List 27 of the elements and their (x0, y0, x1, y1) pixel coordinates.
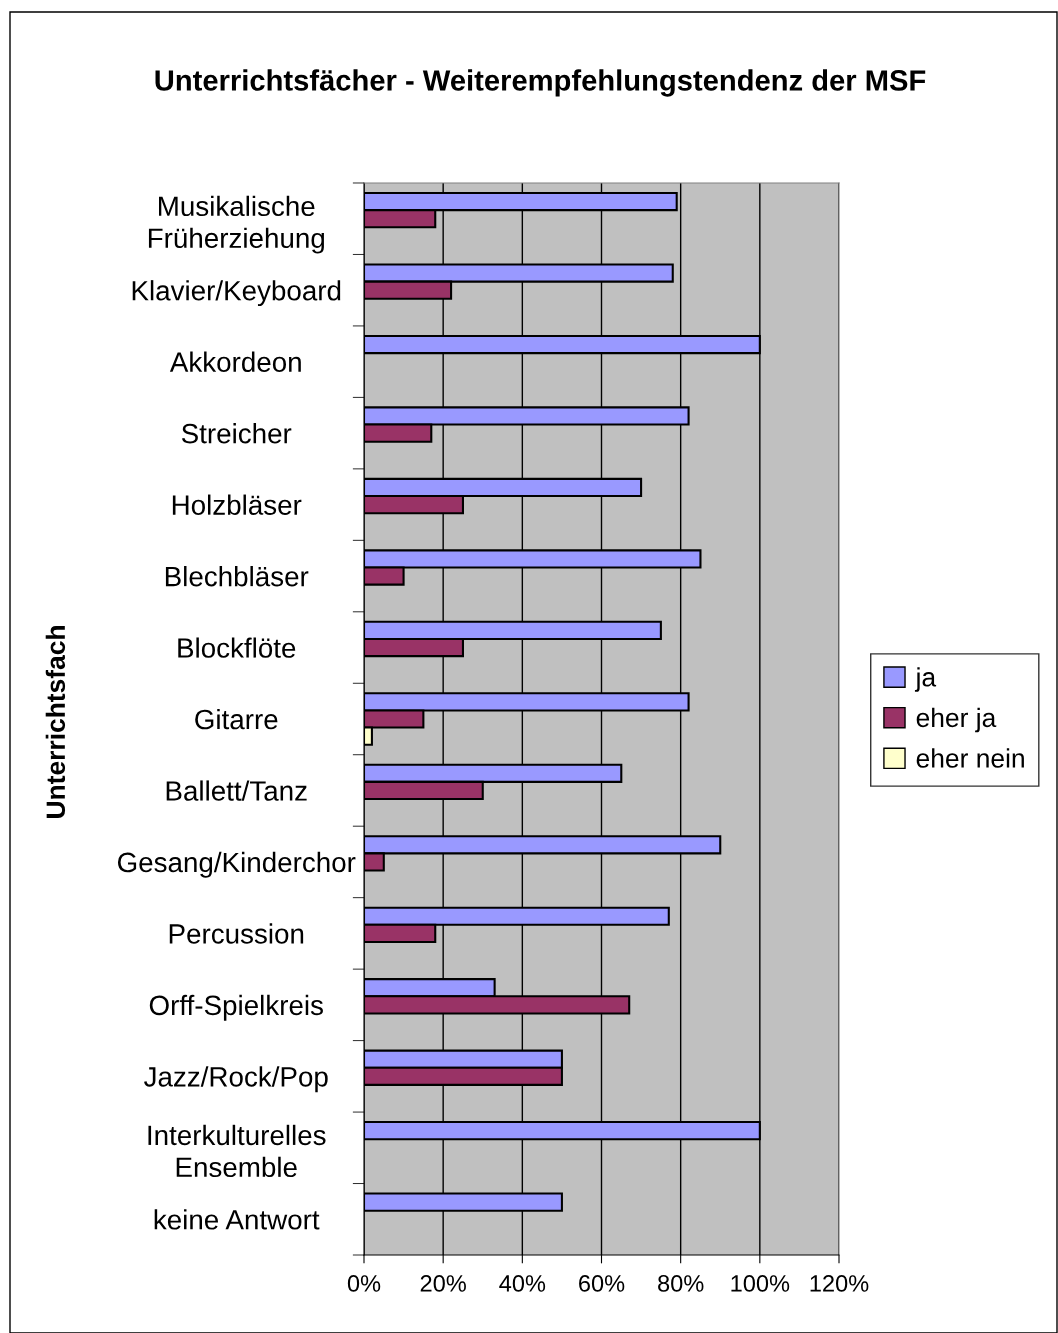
legend-label: eher ja (916, 707, 997, 733)
y-tick-label: Streicher (181, 423, 292, 444)
legend-label: eher nein (916, 748, 1024, 768)
y-tick-label: Musikalische Früherziehung (148, 195, 324, 254)
y-tick-label: Klavier/Keyboard (132, 280, 341, 307)
y-tick-label: Ballett/Tanz (166, 780, 307, 801)
y-tick-label: Blechbläser (165, 566, 309, 587)
x-tick-label: 100% (731, 1275, 790, 1292)
legend-label: ja (914, 667, 937, 692)
y-tick-label: Percussion (169, 923, 304, 944)
y-tick-label: Jazz/Rock/Pop (144, 1066, 328, 1093)
x-tick-label: 60% (579, 1275, 625, 1292)
y-axis-title: Unterrichtsfach (45, 626, 66, 818)
x-tick-label: 0% (347, 1275, 381, 1292)
y-tick-label: Gesang/Kinderchor (117, 851, 356, 878)
chart-title: Unterrichtsfächer - Weiterempfehlungstendenz der MSF (155, 69, 926, 97)
y-tick-label: Blockflöte (178, 637, 296, 658)
y-tick-label: keine Antwort (154, 1209, 320, 1230)
y-tick-label: Akkordeon (169, 351, 301, 373)
x-tick-label: 20% (420, 1275, 466, 1292)
y-tick-label: Holzbläser (172, 494, 302, 515)
x-tick-label: 120% (810, 1275, 869, 1292)
y-tick-label: Orff-Spielkreis (149, 994, 323, 1021)
x-tick-label: 80% (658, 1275, 704, 1292)
y-tick-label: Interkulturelles Ensemble (148, 1124, 326, 1178)
y-tick-label: Gitarre (195, 708, 278, 730)
x-tick-label: 40% (499, 1275, 546, 1292)
